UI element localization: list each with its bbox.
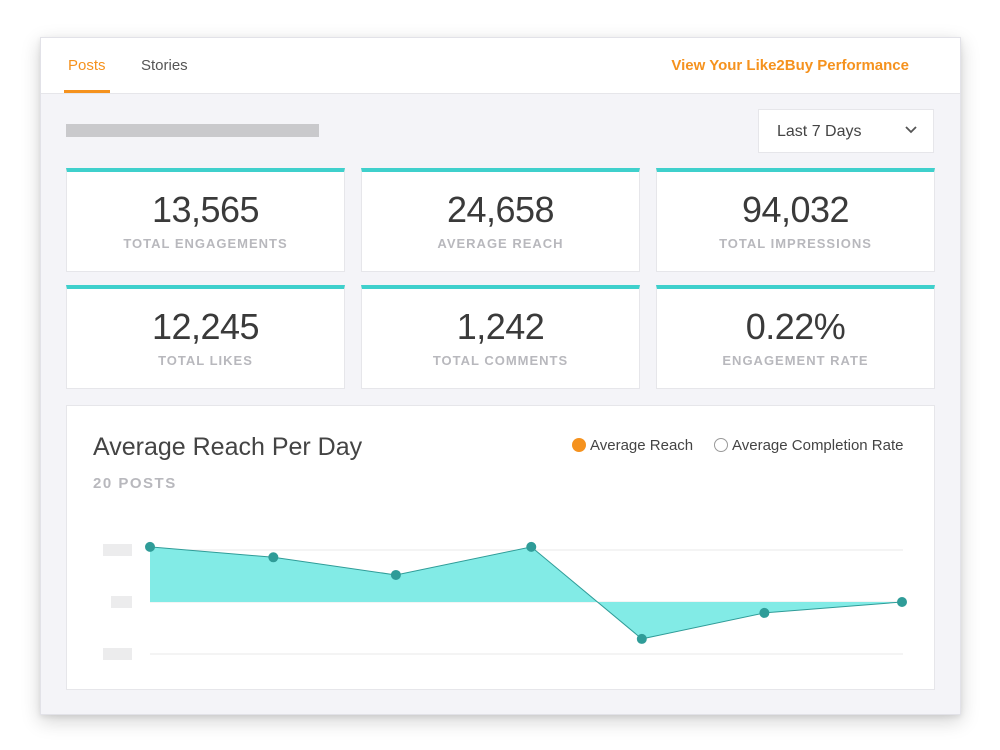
stat-label: TOTAL ENGAGEMENTS <box>123 236 288 251</box>
stat-value: 24,658 <box>446 189 555 230</box>
legend-label: Average Reach <box>590 437 694 454</box>
reach-chart-panel: Average Reach Per Day 20 POSTS Average R… <box>66 405 935 690</box>
stat-value: 94,032 <box>741 189 850 230</box>
data-point <box>636 633 647 644</box>
data-point <box>390 569 401 580</box>
date-range-select[interactable]: Last 7 Days <box>758 109 934 153</box>
stat-label: ENGAGEMENT RATE <box>722 353 869 368</box>
stat-label: TOTAL IMPRESSIONS <box>719 236 872 251</box>
data-point <box>268 552 279 563</box>
stat-card-total-impressions: 94,032 TOTAL IMPRESSIONS <box>656 168 935 272</box>
stat-card-total-engagements: 13,565 TOTAL ENGAGEMENTS <box>66 168 345 272</box>
stat-card-average-reach: 24,658 AVERAGE REACH <box>361 168 640 272</box>
stat-value: 1,242 <box>456 306 545 347</box>
date-range-label: Last 7 Days <box>777 123 862 140</box>
stat-card-engagement-rate: 0.22% ENGAGEMENT RATE <box>656 285 935 389</box>
legend-average-completion-rate[interactable]: Average Completion Rate <box>714 437 904 454</box>
top-nav: Posts Stories View Your Like2Buy Perform… <box>41 38 960 94</box>
stat-value: 13,565 <box>151 189 260 230</box>
chevron-down-icon <box>905 126 917 134</box>
tick-label-placeholder <box>103 648 132 660</box>
stat-card-total-comments: 1,242 TOTAL COMMENTS <box>361 285 640 389</box>
chart-subtitle: 20 POSTS <box>93 475 177 492</box>
tick-label-placeholder <box>111 596 132 608</box>
chart-title: Average Reach Per Day <box>93 433 363 461</box>
data-point <box>759 607 770 618</box>
legend-label: Average Completion Rate <box>732 437 904 454</box>
stat-card-total-likes: 12,245 TOTAL LIKES <box>66 285 345 389</box>
data-point <box>145 541 155 552</box>
tab-stories[interactable]: Stories <box>141 57 188 74</box>
reach-area <box>150 546 902 639</box>
analytics-window: Posts Stories View Your Like2Buy Perform… <box>40 37 961 715</box>
stat-value: 0.22% <box>745 306 846 347</box>
tab-posts[interactable]: Posts <box>64 38 109 93</box>
reach-area-chart <box>103 541 907 660</box>
data-point <box>897 597 907 607</box>
data-point <box>526 541 537 552</box>
stat-label: AVERAGE REACH <box>437 236 564 251</box>
tick-label-placeholder <box>103 544 132 556</box>
stat-label: TOTAL LIKES <box>158 353 253 368</box>
legend-average-reach[interactable]: Average Reach <box>572 437 693 454</box>
stat-value: 12,245 <box>151 306 260 347</box>
stat-label: TOTAL COMMENTS <box>432 353 569 368</box>
loading-title-placeholder <box>66 124 319 137</box>
like2buy-performance-link[interactable]: View Your Like2Buy Performance <box>671 57 909 74</box>
filled-dot-icon <box>572 438 586 452</box>
empty-dot-icon <box>714 438 728 452</box>
